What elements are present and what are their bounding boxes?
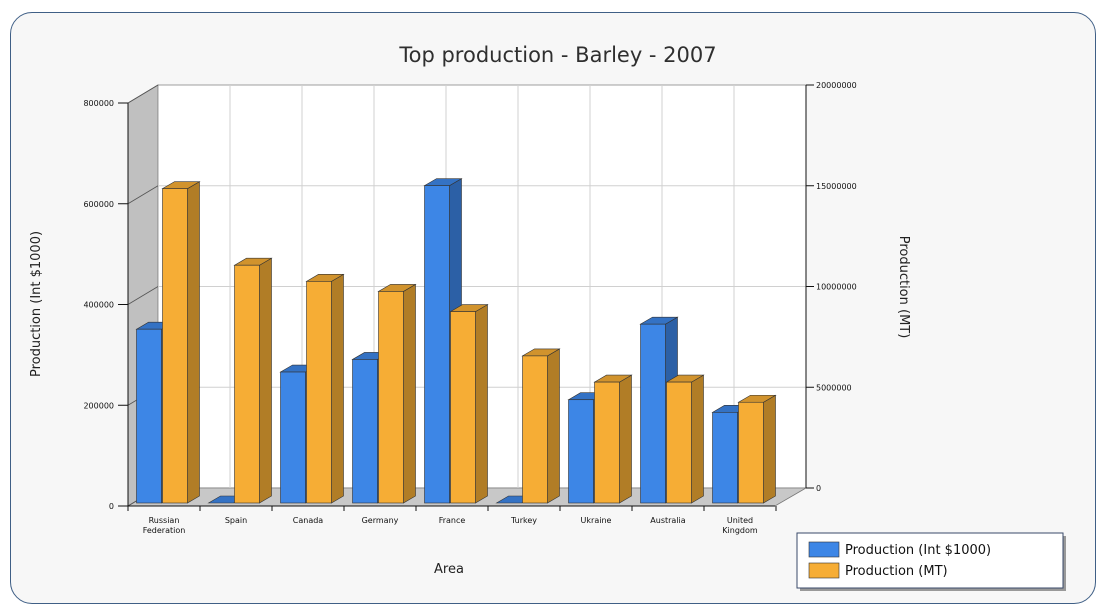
x-tick-label: Federation <box>143 526 186 535</box>
plot-area: 0 200000 400000 600000 800000 0 5000000 1000000… <box>83 81 856 535</box>
bar-side <box>547 348 560 504</box>
y2-tick-label: 20000000 <box>816 81 857 90</box>
bar-front <box>352 359 378 504</box>
bar-front <box>450 311 476 504</box>
bar-series2 <box>161 181 201 504</box>
y-tick-diagonal <box>127 185 159 205</box>
bar-series2 <box>377 283 417 504</box>
chart-title: Top production - Barley - 2007 <box>398 43 716 67</box>
x-tick-label: Germany <box>362 516 399 525</box>
bar-front <box>666 381 692 504</box>
bar-series2 <box>305 273 345 504</box>
bar-series2 <box>665 374 705 504</box>
bar-front <box>522 355 548 504</box>
x-tick-label: Russian <box>149 516 180 525</box>
bar-front <box>280 371 306 504</box>
y2-axis-title: Production (MT) <box>896 236 911 339</box>
bar-front <box>234 264 260 504</box>
bar-front <box>640 323 666 504</box>
bar-series2 <box>233 257 273 504</box>
bar-side <box>691 374 704 504</box>
bar-side <box>403 283 416 504</box>
bar-front <box>594 381 620 504</box>
bar-front <box>306 281 332 504</box>
bar-series2 <box>449 304 489 504</box>
y2-tick-label: 10000000 <box>816 283 857 292</box>
y-tick-diagonal <box>127 84 159 104</box>
legend: Production (Int $1000) Production (MT) <box>796 532 1066 591</box>
bar-side <box>475 304 488 504</box>
y-tick-label: 800000 <box>83 99 114 108</box>
legend-swatch <box>808 562 840 579</box>
y-tick-diagonal <box>127 286 159 305</box>
x-tick-label: Canada <box>293 516 324 525</box>
x-tick-label: France <box>439 516 466 525</box>
bar-front <box>378 291 404 504</box>
bar-front <box>738 401 764 504</box>
y-axis-title: Production (Int $1000) <box>29 231 44 377</box>
x-axis-title: Area <box>434 562 464 577</box>
bar-side <box>259 257 272 504</box>
x-tick-label: Turkey <box>510 516 537 525</box>
bar-series2 <box>521 348 561 504</box>
bar-side <box>763 394 776 504</box>
bar-front <box>712 412 738 504</box>
bar-front <box>162 188 188 504</box>
legend-box <box>796 532 1064 589</box>
bar-side <box>619 374 632 504</box>
y-tick-label: 200000 <box>83 401 114 410</box>
y2-tick-label: 0 <box>816 484 821 493</box>
bar-front <box>424 185 450 504</box>
legend-label: Production (Int $1000) <box>845 543 991 558</box>
legend-label: Production (MT) <box>845 564 948 579</box>
bar-side <box>187 181 200 504</box>
y2-tick-label: 5000000 <box>816 383 852 392</box>
legend-swatch <box>808 541 840 558</box>
y-tick-label: 600000 <box>83 200 114 209</box>
x-tick-label: Spain <box>225 516 247 525</box>
y2-tick-label: 15000000 <box>816 182 857 191</box>
bar-front <box>568 399 594 504</box>
y-tick-label: 400000 <box>83 301 114 310</box>
x-tick-label: Australia <box>650 516 685 525</box>
x-tick-label: Kingdom <box>722 526 758 535</box>
y-tick-label: 0 <box>109 502 114 511</box>
x-tick-label: United <box>727 516 753 525</box>
bar-series2 <box>593 374 633 504</box>
bar-front <box>136 328 162 504</box>
bar-side <box>331 273 344 504</box>
bar-series2 <box>737 394 777 504</box>
x-tick-label: Ukraine <box>581 516 612 525</box>
